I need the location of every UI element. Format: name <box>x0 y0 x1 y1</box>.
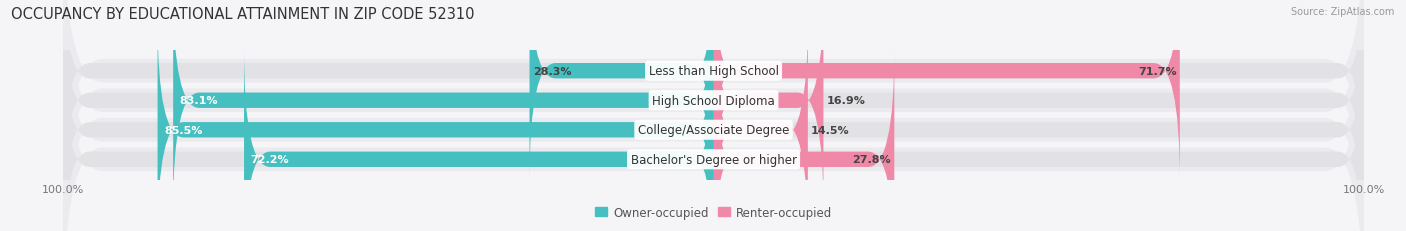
FancyBboxPatch shape <box>713 0 1180 181</box>
FancyBboxPatch shape <box>713 0 824 211</box>
FancyBboxPatch shape <box>63 0 1364 231</box>
FancyBboxPatch shape <box>157 20 713 231</box>
Legend: Owner-occupied, Renter-occupied: Owner-occupied, Renter-occupied <box>591 201 837 223</box>
FancyBboxPatch shape <box>530 0 713 181</box>
FancyBboxPatch shape <box>713 20 808 231</box>
Text: 85.5%: 85.5% <box>165 125 202 135</box>
FancyBboxPatch shape <box>713 50 894 231</box>
FancyBboxPatch shape <box>713 0 1364 211</box>
FancyBboxPatch shape <box>63 0 1364 231</box>
Text: Bachelor's Degree or higher: Bachelor's Degree or higher <box>630 153 797 166</box>
Text: OCCUPANCY BY EDUCATIONAL ATTAINMENT IN ZIP CODE 52310: OCCUPANCY BY EDUCATIONAL ATTAINMENT IN Z… <box>11 7 475 22</box>
FancyBboxPatch shape <box>63 0 1364 231</box>
FancyBboxPatch shape <box>63 0 713 181</box>
Text: 27.8%: 27.8% <box>852 155 891 164</box>
Text: Source: ZipAtlas.com: Source: ZipAtlas.com <box>1291 7 1395 17</box>
Text: 72.2%: 72.2% <box>250 155 290 164</box>
Text: 71.7%: 71.7% <box>1137 67 1177 76</box>
FancyBboxPatch shape <box>63 0 1364 231</box>
FancyBboxPatch shape <box>63 0 713 211</box>
Text: 16.9%: 16.9% <box>827 96 866 106</box>
FancyBboxPatch shape <box>713 20 1364 231</box>
Text: High School Diploma: High School Diploma <box>652 94 775 107</box>
FancyBboxPatch shape <box>713 0 1364 181</box>
Text: 28.3%: 28.3% <box>533 67 571 76</box>
Text: 14.5%: 14.5% <box>811 125 849 135</box>
FancyBboxPatch shape <box>63 50 713 231</box>
FancyBboxPatch shape <box>713 50 1364 231</box>
FancyBboxPatch shape <box>63 20 713 231</box>
Text: 83.1%: 83.1% <box>180 96 218 106</box>
Text: Less than High School: Less than High School <box>648 65 779 78</box>
Text: College/Associate Degree: College/Associate Degree <box>638 124 789 137</box>
FancyBboxPatch shape <box>173 0 713 211</box>
FancyBboxPatch shape <box>245 50 713 231</box>
